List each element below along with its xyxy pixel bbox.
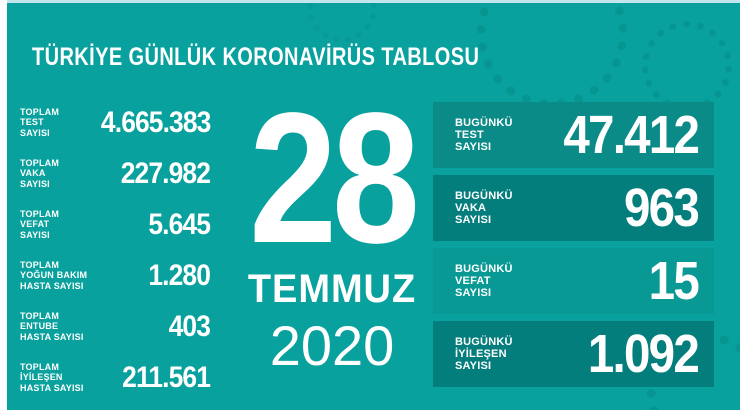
label-line: SAYISI <box>20 229 50 240</box>
total-iyilesen-label: TOPLAM İYİLEŞEN HASTA SAYISI <box>20 362 96 392</box>
total-vaka-value: 227.982 <box>120 156 211 190</box>
total-iyilesen-value: 211.561 <box>122 360 211 394</box>
label-line: SAYISI <box>20 178 50 189</box>
label-line: İYİLEŞEN <box>455 347 507 360</box>
today-vefat-label: BUGÜNKÜ VEFAT SAYISI <box>455 263 547 300</box>
label-line: YOĞUN BAKIM <box>20 270 88 281</box>
today-iyilesen-value: 1.092 <box>587 324 700 384</box>
today-panel-vefat: BUGÜNKÜ VEFAT SAYISI 15 <box>433 248 714 314</box>
today-vaka-value: 963 <box>623 178 700 238</box>
label-line: TOPLAM <box>20 362 60 373</box>
label-line: SAYISI <box>455 141 492 154</box>
label-line: SAYISI <box>20 127 50 138</box>
total-row-yogun-bakim: TOPLAM YOĞUN BAKIM HASTA SAYISI 1.280 <box>20 250 211 301</box>
total-row-vaka: TOPLAM VAKA SAYISI 227.982 <box>20 148 211 199</box>
total-yogun-bakim-label: TOPLAM YOĞUN BAKIM HASTA SAYISI <box>20 260 96 290</box>
label-line: VAKA <box>455 201 487 214</box>
total-row-vefat: TOPLAM VEFAT SAYISI 5.645 <box>20 199 211 250</box>
total-row-entube: TOPLAM ENTUBE HASTA SAYISI 403 <box>20 301 211 352</box>
totals-column: TOPLAM TEST SAYISI 4.665.383 TOPLAM VAKA… <box>20 97 211 403</box>
label-line: TEST <box>455 128 484 141</box>
page-title: TÜRKİYE GÜNLÜK KORONAVİRÜS TABLOSU <box>32 43 480 71</box>
virus-decoration-icon <box>642 21 732 111</box>
date-month: TEMMUZ <box>247 267 417 312</box>
total-vefat-label: TOPLAM VEFAT SAYISI <box>20 209 96 239</box>
label-line: İYİLEŞEN <box>20 372 63 383</box>
label-line: HASTA SAYISI <box>20 331 84 342</box>
total-row-iyilesen: TOPLAM İYİLEŞEN HASTA SAYISI 211.561 <box>20 352 211 403</box>
label-line: TOPLAM <box>20 311 60 322</box>
today-vefat-value: 15 <box>648 251 700 311</box>
total-vaka-label: TOPLAM VAKA SAYISI <box>20 158 96 188</box>
label-line: BUGÜNKÜ <box>455 189 513 202</box>
total-yogun-bakim-value: 1.280 <box>148 258 211 292</box>
date-day: 28 <box>249 75 420 282</box>
today-vaka-label: BUGÜNKÜ VAKA SAYISI <box>455 190 547 227</box>
today-panel-vaka: BUGÜNKÜ VAKA SAYISI 963 <box>433 175 714 241</box>
today-column: BUGÜNKÜ TEST SAYISI 47.412 BUGÜNKÜ VAKA … <box>433 102 714 387</box>
label-line: TOPLAM <box>20 107 60 118</box>
label-line: SAYISI <box>455 287 492 300</box>
total-entube-label: TOPLAM ENTUBE HASTA SAYISI <box>20 311 96 341</box>
total-test-label: TOPLAM TEST SAYISI <box>20 107 86 137</box>
coronavirus-table-board: TÜRKİYE GÜNLÜK KORONAVİRÜS TABLOSU TOPLA… <box>7 0 740 410</box>
label-line: HASTA SAYISI <box>20 280 84 291</box>
date-block: 28 TEMMUZ 2020 <box>232 75 432 378</box>
virus-decoration-icon <box>307 3 377 43</box>
today-panel-test: BUGÜNKÜ TEST SAYISI 47.412 <box>433 102 714 168</box>
virus-decoration-icon <box>477 3 627 108</box>
label-line: VEFAT <box>455 274 491 287</box>
label-line: SAYISI <box>455 360 492 373</box>
label-line: VEFAT <box>20 219 50 230</box>
label-line: HASTA SAYISI <box>20 382 84 393</box>
total-entube-value: 403 <box>168 309 211 343</box>
label-line: TEST <box>20 117 44 128</box>
label-line: BUGÜNKÜ <box>455 116 513 129</box>
label-line: TOPLAM <box>20 209 60 220</box>
label-line: TOPLAM <box>20 158 60 169</box>
label-line: BUGÜNKÜ <box>455 335 513 348</box>
today-test-label: BUGÜNKÜ TEST SAYISI <box>455 117 545 154</box>
total-test-value: 4.665.383 <box>100 105 210 139</box>
today-test-value: 47.412 <box>563 105 700 165</box>
date-year: 2020 <box>269 314 395 378</box>
total-vefat-value: 5.645 <box>148 207 211 241</box>
label-line: TOPLAM <box>20 260 60 271</box>
today-panel-iyilesen: BUGÜNKÜ İYİLEŞEN SAYISI 1.092 <box>433 321 714 387</box>
label-line: VAKA <box>20 168 46 179</box>
label-line: ENTUBE <box>20 321 59 332</box>
label-line: SAYISI <box>455 214 492 227</box>
today-iyilesen-label: BUGÜNKÜ İYİLEŞEN SAYISI <box>455 336 547 373</box>
total-row-test: TOPLAM TEST SAYISI 4.665.383 <box>20 97 211 148</box>
label-line: BUGÜNKÜ <box>455 262 513 275</box>
